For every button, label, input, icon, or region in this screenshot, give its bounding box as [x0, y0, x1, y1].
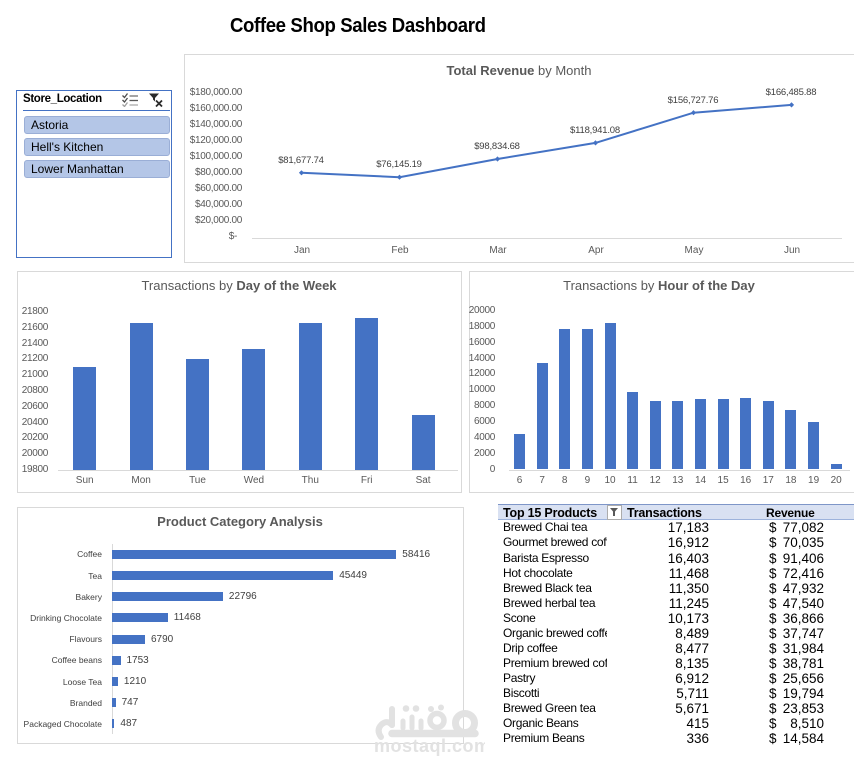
- svg-text:mostaql.com: mostaql.com: [374, 736, 485, 756]
